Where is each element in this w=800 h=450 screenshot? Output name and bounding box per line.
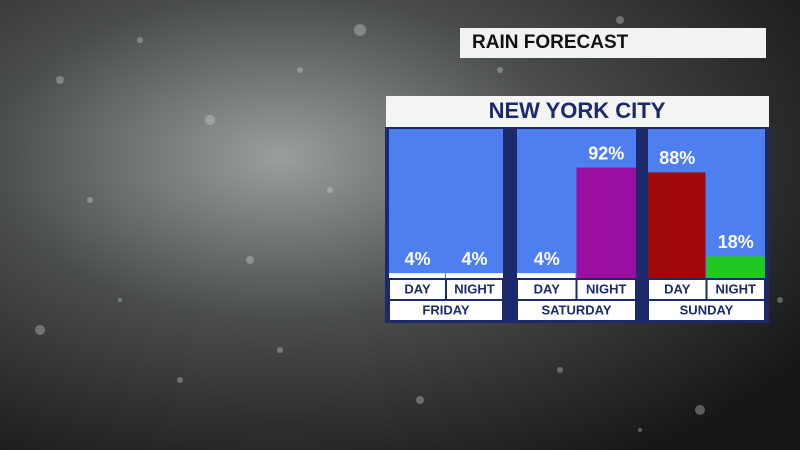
category-label: DAY: [404, 281, 431, 296]
group-cell: [390, 301, 502, 320]
rain-drops: [35, 16, 783, 432]
group-cell: [649, 301, 764, 320]
category-label: DAY: [664, 281, 691, 296]
category-cell: [707, 280, 764, 299]
value-label: 4%: [461, 249, 487, 269]
group-label: SUNDAY: [680, 302, 734, 317]
group-label: SATURDAY: [541, 302, 611, 317]
column-bg: [389, 129, 503, 278]
category-cell: [649, 280, 706, 299]
category-cell: [577, 280, 635, 299]
category-label: NIGHT: [586, 281, 627, 296]
value-label: 18%: [718, 232, 754, 252]
value-label: 92%: [588, 143, 624, 163]
subtitle-box: [386, 96, 769, 127]
value-label: 4%: [404, 249, 430, 269]
group-label: FRIDAY: [422, 302, 470, 317]
bar: [389, 273, 445, 278]
category-cell: [518, 280, 576, 299]
value-label: 88%: [659, 148, 695, 168]
category-label: NIGHT: [716, 281, 757, 296]
bar: [648, 172, 706, 278]
category-cell: [390, 280, 445, 299]
group-cell: [518, 301, 635, 320]
value-label: 4%: [534, 249, 560, 269]
bar: [517, 273, 576, 278]
chart-subtitle: NEW YORK CITY: [489, 98, 666, 123]
bar: [446, 273, 503, 278]
bar: [706, 256, 765, 278]
category-label: NIGHT: [454, 281, 495, 296]
chart-title: RAIN FORECAST: [472, 32, 629, 53]
title-box: [460, 28, 766, 58]
category-cell: [447, 280, 502, 299]
bar: [576, 167, 636, 278]
category-label: DAY: [534, 281, 561, 296]
